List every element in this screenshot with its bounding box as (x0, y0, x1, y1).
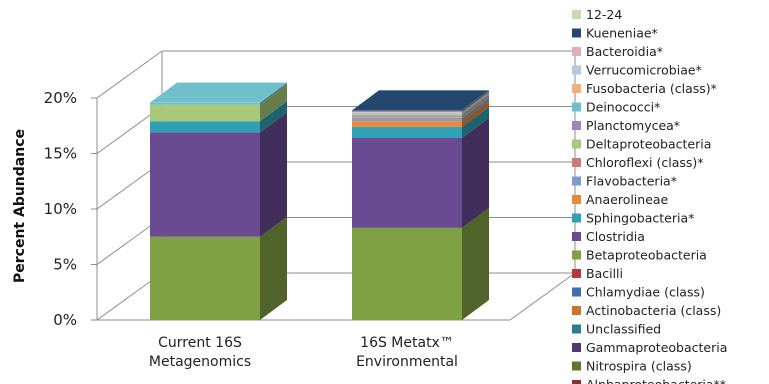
legend-swatch (572, 250, 581, 260)
bar-segment-front (150, 104, 260, 122)
y-axis-title: Percent Abundance (12, 129, 28, 283)
legend-label: Fusobacteria (class)* (586, 81, 717, 96)
legend-swatch (572, 84, 581, 93)
bar-segment-front (352, 117, 462, 120)
legend-swatch (572, 28, 581, 38)
legend-swatch (572, 47, 581, 56)
legend-label: Flavobacteria* (586, 174, 677, 189)
bar-segment-side (462, 106, 489, 138)
legend-swatch (572, 213, 581, 223)
legend-label: Chloroflexi (class)* (586, 155, 704, 170)
bar-segment-front (352, 110, 462, 112)
bar-segment-side (260, 84, 287, 122)
legend-label: Planctomycea* (586, 118, 680, 133)
bar-segment-front (150, 132, 260, 237)
bar-segment-side (462, 96, 489, 118)
bar-top-face (351, 89, 490, 111)
bar-segment-side (462, 91, 489, 113)
legend-label: Gammaproteobacteria (586, 340, 727, 355)
legend-label: Actinobacteria (class) (586, 303, 721, 318)
legend-swatch (572, 380, 581, 384)
bar-segment-front (352, 137, 462, 228)
legend-swatch (572, 324, 581, 334)
bar-segment-side (462, 99, 489, 122)
bar-segment-front (352, 114, 462, 116)
bar-segment-side (462, 117, 489, 228)
bar-segment-front (150, 102, 260, 105)
floor-right-edge (509, 272, 576, 321)
legend-swatch (572, 10, 581, 19)
bar-segment-front (352, 116, 462, 118)
y-tick-label: 10% (44, 200, 77, 218)
legend-swatch (572, 306, 581, 315)
bar-segment-side (462, 94, 489, 116)
legend-label: Chlamydiae (class) (586, 285, 705, 300)
legend-label: Alphaproteobacteria** (586, 377, 726, 384)
legend-label: Unclassified (586, 322, 661, 337)
bar-segment-front (352, 227, 462, 320)
legend-label: Kueneniae* (586, 26, 658, 41)
legend-label: Anaerolineae (586, 192, 669, 207)
y-tick-label: 5% (53, 256, 77, 274)
x-category-label: Metagenomics (149, 354, 251, 370)
bar-segment-side (260, 216, 287, 320)
legend-label: Nitrospira (class) (586, 359, 692, 374)
bar-segment-side (260, 101, 287, 133)
legend-label: Sphingobacteria* (586, 211, 694, 226)
bar-segment-front (352, 111, 462, 113)
x-category-label: Environmental (356, 354, 458, 370)
bar-segment-side (260, 112, 287, 237)
bar-segment-side (462, 90, 489, 112)
y-tick-label: 15% (44, 145, 77, 163)
bar-segment-front (352, 112, 462, 114)
bar-segment-front (150, 121, 260, 133)
legend-swatch (572, 176, 581, 186)
legend-swatch (572, 158, 581, 167)
bar-segment-side (462, 93, 489, 115)
gridline-side (96, 50, 163, 99)
legend-swatch (572, 361, 581, 371)
bar-segment-side (260, 82, 287, 105)
bar-segment-front (352, 126, 462, 138)
legend-label: Bacilli (586, 266, 623, 281)
legend-swatch (572, 287, 581, 297)
legend-label: Bacteroidia* (586, 44, 663, 59)
legend-label: Deltaproteobacteria (586, 137, 711, 152)
bar-segment-front (352, 113, 462, 115)
bar-segment-front (352, 115, 462, 117)
legend-label: Verrucomicrobiae* (586, 63, 702, 78)
bar-segment-side (462, 95, 489, 117)
x-category-label: 16S Metatx™ (360, 335, 454, 351)
bar-top-face (149, 82, 288, 103)
bar-segment-side (462, 97, 489, 120)
legend-swatch (572, 121, 581, 130)
legend-label: Betaproteobacteria (586, 248, 707, 263)
bar-segment-side (462, 207, 489, 320)
legend-swatch (572, 343, 581, 352)
bar-segment-side (462, 101, 489, 127)
bar-segment-front (150, 236, 260, 320)
y-tick-label: 0% (53, 311, 77, 329)
x-category-label: Current 16S (158, 335, 242, 351)
legend-swatch (572, 65, 581, 75)
legend-swatch (572, 232, 581, 241)
legend-label: Clostridia (586, 229, 645, 244)
legend-swatch (572, 102, 581, 112)
legend-swatch (572, 269, 581, 278)
y-tick-label: 20% (44, 89, 77, 107)
legend-swatch (572, 195, 581, 204)
legend-swatch (572, 139, 581, 149)
legend-label: Deinococci* (586, 100, 660, 115)
bar-segment-side (462, 92, 489, 114)
bar-segment-front (352, 121, 462, 127)
legend-label: 12-24 (586, 7, 622, 22)
bar-segment-front (352, 119, 462, 122)
